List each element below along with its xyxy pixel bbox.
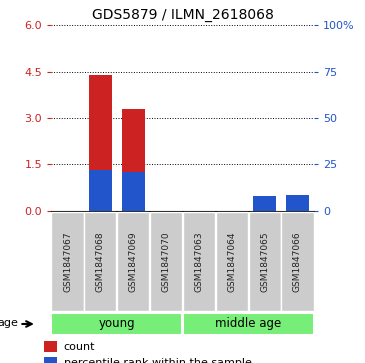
Text: young: young [99,318,135,330]
Bar [51,313,182,335]
Bar [286,203,309,211]
Bar [122,109,145,211]
Text: GSM1847065: GSM1847065 [260,231,269,292]
Text: middle age: middle age [215,318,281,330]
Bar [84,212,116,311]
Bar [51,212,84,311]
Bar [253,196,276,211]
Text: GSM1847066: GSM1847066 [293,231,302,292]
Bar [253,204,276,211]
Bar [89,75,112,211]
Bar [286,195,309,211]
Text: GSM1847063: GSM1847063 [195,231,203,292]
Bar [89,170,112,211]
Text: GSM1847068: GSM1847068 [96,231,105,292]
Text: percentile rank within the sample: percentile rank within the sample [64,358,251,363]
Bar [183,313,314,335]
Bar [183,212,215,311]
Bar [44,341,57,352]
Bar [150,212,182,311]
Bar [281,212,314,311]
Text: count: count [64,342,95,352]
Text: age: age [0,318,18,328]
Text: GSM1847070: GSM1847070 [162,231,170,292]
Text: GSM1847069: GSM1847069 [129,231,138,292]
Title: GDS5879 / ILMN_2618068: GDS5879 / ILMN_2618068 [92,8,273,22]
Text: GSM1847067: GSM1847067 [63,231,72,292]
Text: GSM1847064: GSM1847064 [227,231,236,291]
Bar [44,357,57,363]
Bar [117,212,149,311]
Bar [216,212,248,311]
Bar [249,212,281,311]
Bar [122,172,145,211]
